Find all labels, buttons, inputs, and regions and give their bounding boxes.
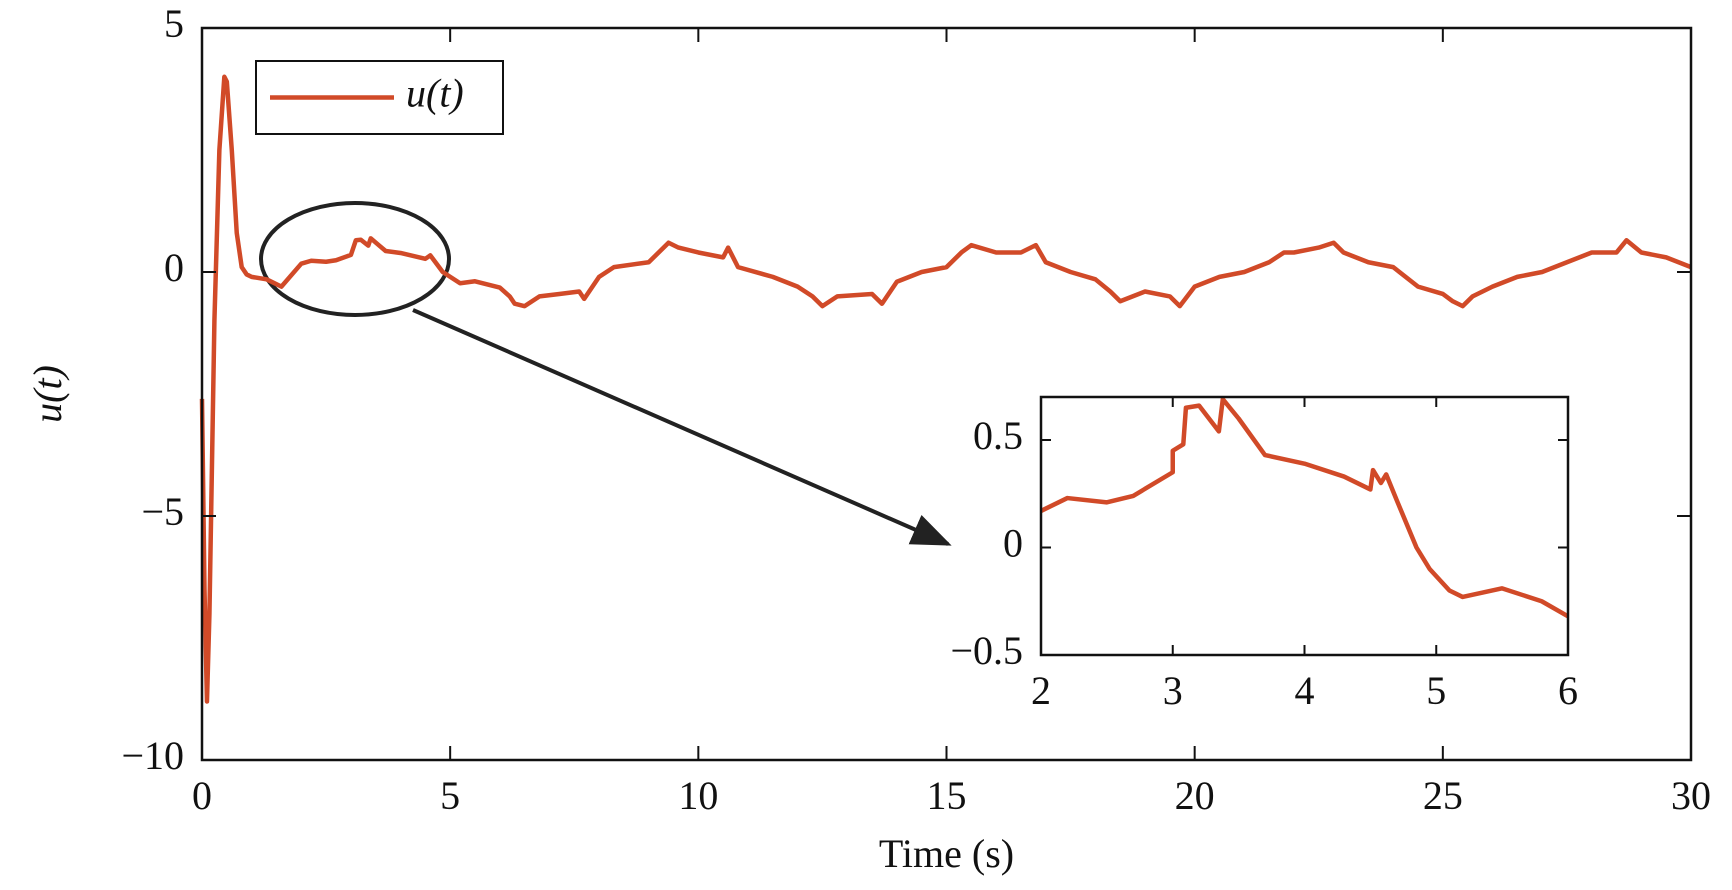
y-tick-label: 5 (164, 1, 184, 46)
x-axis-label: Time (s) (879, 831, 1014, 876)
legend-label: u(t) (406, 71, 464, 116)
x-tick-label: 2 (1031, 668, 1051, 713)
data-line (199, 74, 1692, 704)
x-tick-label: 30 (1671, 773, 1711, 818)
x-tick-label: 6 (1558, 668, 1578, 713)
y-tick-label: −10 (121, 733, 184, 778)
x-tick-label: 3 (1163, 668, 1183, 713)
inset-background (1041, 397, 1568, 655)
y-tick-label: −0.5 (950, 628, 1023, 673)
zoom-arrow (412, 308, 952, 546)
x-tick-label: 5 (440, 773, 460, 818)
x-tick-label: 25 (1423, 773, 1463, 818)
zoom-ellipse (259, 201, 451, 317)
x-tick-label: 0 (192, 773, 212, 818)
y-axis-label: u(t) (25, 365, 70, 423)
y-tick-label: 0.5 (973, 413, 1023, 458)
x-tick-label: 10 (678, 773, 718, 818)
x-tick-label: 15 (927, 773, 967, 818)
y-tick-label: 0 (164, 245, 184, 290)
x-tick-label: 5 (1426, 668, 1446, 713)
x-tick-label: 20 (1175, 773, 1215, 818)
x-tick-label: 4 (1295, 668, 1315, 713)
y-tick-label: −5 (141, 489, 184, 534)
y-tick-label: 0 (1003, 521, 1023, 566)
data-line (1040, 396, 1570, 619)
